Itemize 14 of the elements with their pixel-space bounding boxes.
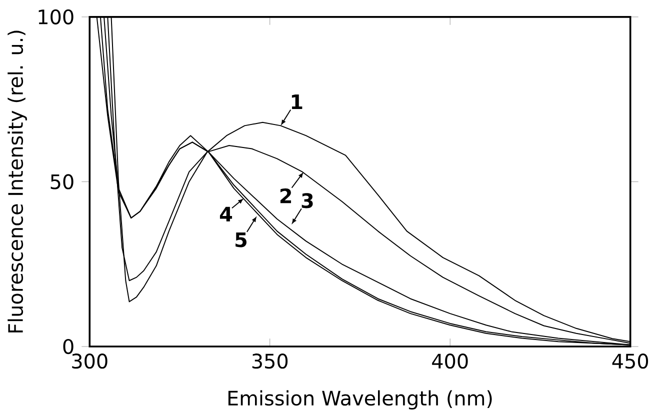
annotation: 3 bbox=[302, 193, 313, 208]
annotation: 4 bbox=[220, 206, 232, 222]
x-tick-label: 450 bbox=[612, 353, 648, 369]
y-tick-label: 50 bbox=[50, 174, 74, 190]
annotation: 1 bbox=[292, 94, 302, 109]
y-tick-label: 100 bbox=[38, 9, 74, 24]
y-tick-label: 0 bbox=[63, 338, 74, 354]
x-axis-title: Emission Wavelength (nm) bbox=[228, 390, 492, 410]
x-tick-label: 300 bbox=[72, 353, 108, 369]
annotation: 2 bbox=[280, 188, 292, 204]
x-tick-label: 400 bbox=[432, 353, 468, 369]
annotation: 5 bbox=[236, 232, 246, 248]
x-tick-label: 350 bbox=[252, 353, 288, 369]
y-axis-title: Fluorescence Intensity (rel. u.) bbox=[8, 30, 27, 332]
